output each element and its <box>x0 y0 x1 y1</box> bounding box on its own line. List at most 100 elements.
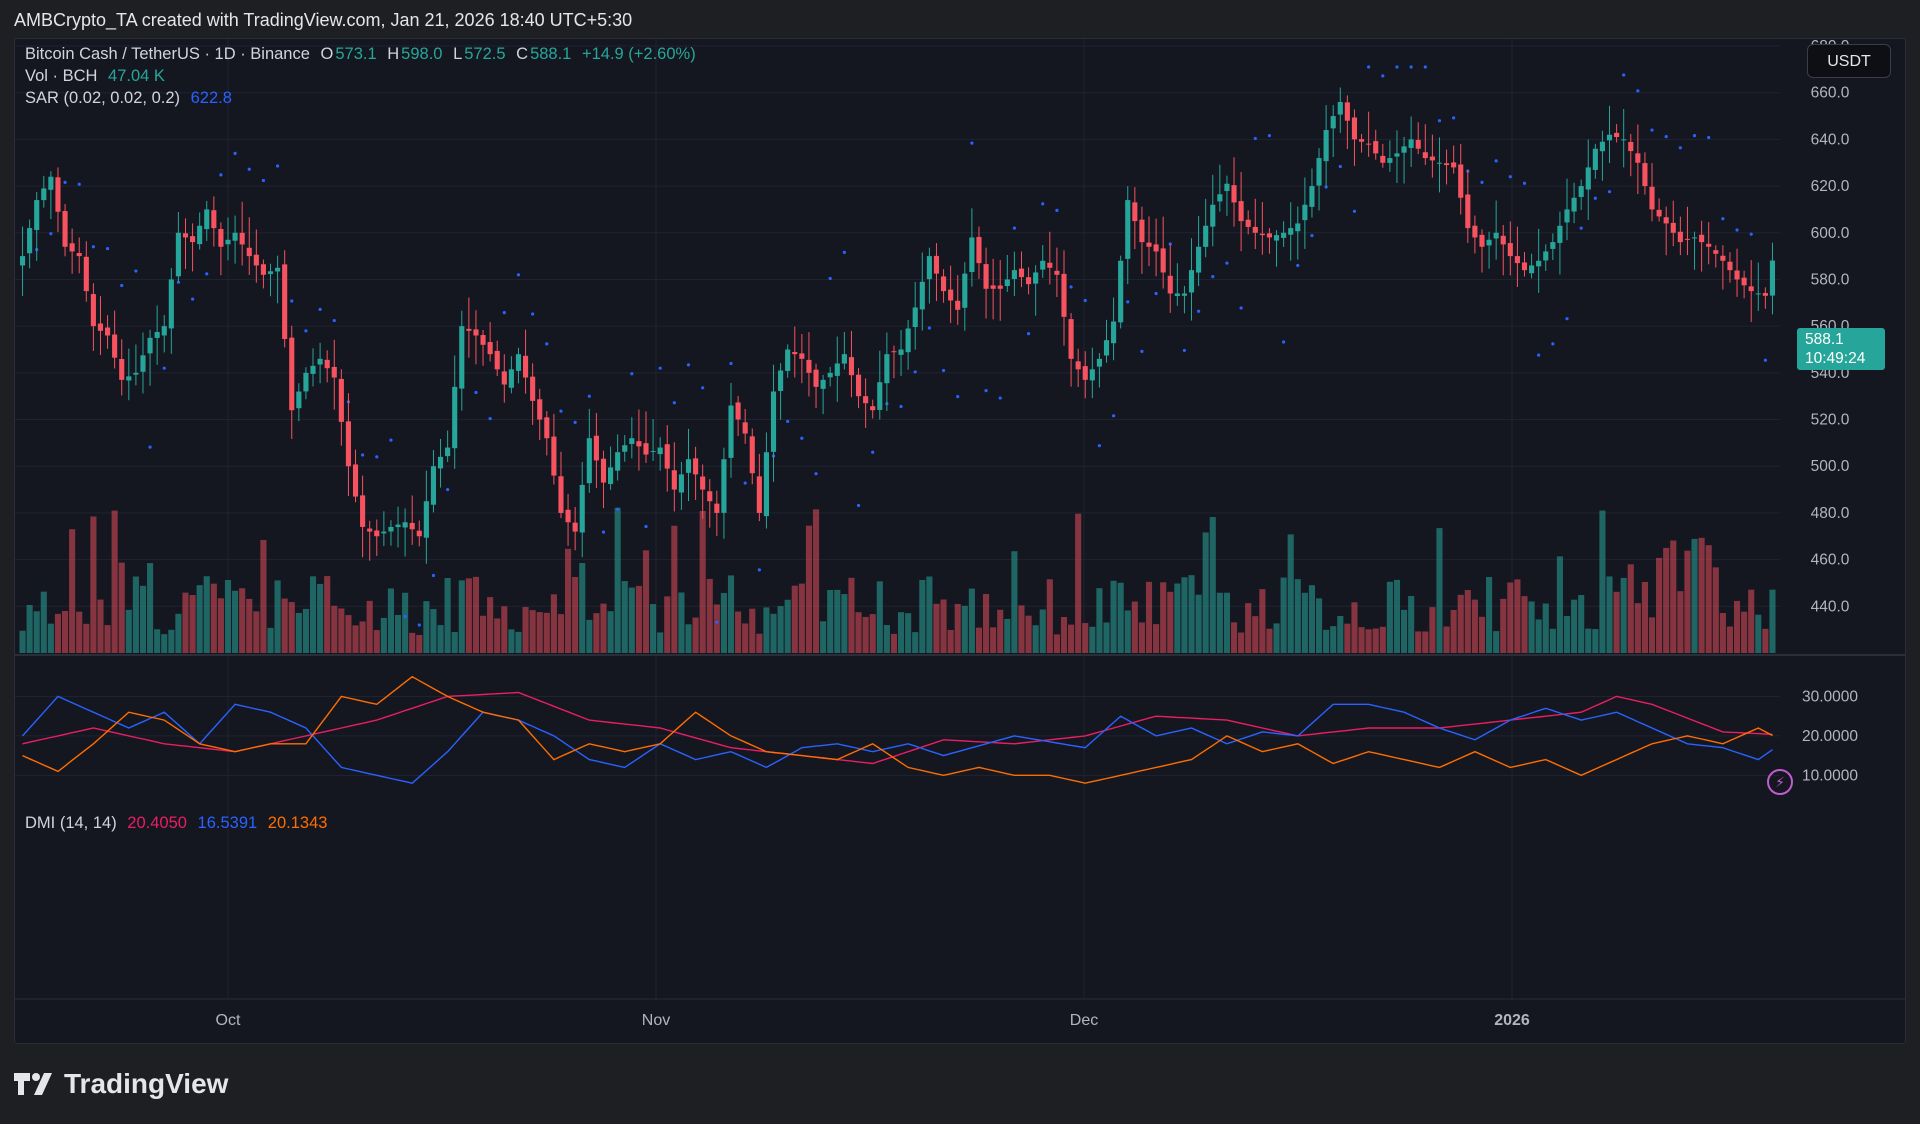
dmi-tick-label: 10.0000 <box>1802 767 1858 784</box>
volume-bar <box>338 608 345 653</box>
volume-bar <box>1372 628 1379 653</box>
sar-dot <box>658 366 662 370</box>
sar-dot <box>786 419 790 424</box>
candle-body <box>1614 132 1620 138</box>
candle-body <box>579 484 585 533</box>
sar-dot <box>701 386 705 390</box>
volume-bar <box>1769 589 1776 653</box>
candle-body <box>749 436 755 474</box>
volume-bar <box>253 611 260 653</box>
volume-bar <box>1018 605 1025 653</box>
sar-dot <box>261 178 266 183</box>
volume-bar <box>125 609 132 653</box>
candle-body <box>1571 197 1577 212</box>
candle-body <box>1713 250 1719 254</box>
volume-bar <box>997 609 1004 653</box>
candle-body <box>1217 194 1223 202</box>
volume-bar <box>210 583 217 653</box>
candle-body <box>182 233 189 238</box>
sar-dot <box>800 436 804 440</box>
sar-dot <box>899 404 903 409</box>
volume-bar <box>770 613 777 653</box>
volume-bar <box>1712 567 1719 653</box>
volume-bar <box>1209 517 1216 653</box>
candle-body <box>416 530 422 537</box>
volume-bar <box>232 590 239 653</box>
candle-body <box>317 358 323 365</box>
open-label: O <box>320 45 334 63</box>
candle-body <box>1529 265 1535 274</box>
dmi-legend[interactable]: DMI (14, 14) 20.4050 16.5391 20.1343 <box>25 814 327 833</box>
candle-body <box>530 376 536 401</box>
volume-bar <box>614 507 621 653</box>
volume-legend[interactable]: Vol · BCH 47.04 K <box>25 67 165 86</box>
volume-bar <box>579 562 586 653</box>
volume-bar <box>763 607 770 653</box>
candle-body <box>388 526 394 532</box>
volume-bar <box>203 576 210 653</box>
candle-body <box>1451 162 1457 168</box>
sar-dot <box>1565 317 1569 321</box>
volume-bar <box>565 548 572 653</box>
candlesticks <box>19 87 1776 564</box>
sar-dot <box>176 280 181 284</box>
last-price: 588.1 <box>1805 331 1844 348</box>
candle-body <box>863 396 869 404</box>
candle-body <box>1415 139 1421 149</box>
symbol-name[interactable]: Bitcoin Cash / TetherUS · 1D · Binance <box>25 45 310 63</box>
grid-lines <box>15 39 1905 1000</box>
sar-dot <box>1111 414 1116 418</box>
candle-body <box>1181 293 1187 296</box>
candle-body <box>1691 237 1698 239</box>
volume-bar <box>671 525 678 653</box>
candle-body <box>126 376 132 381</box>
volume-bar <box>76 611 83 653</box>
sar-legend[interactable]: SAR (0.02, 0.02, 0.2) 622.8 <box>25 89 232 108</box>
volume-bar <box>1068 624 1075 653</box>
candle-body <box>119 359 125 380</box>
candle-body <box>381 531 387 534</box>
candle-body <box>1635 153 1641 163</box>
candle-body <box>197 225 203 245</box>
candle-body <box>1337 102 1343 115</box>
candle-body <box>1054 270 1060 275</box>
candle-body <box>140 355 146 372</box>
sar-dot <box>77 182 81 186</box>
volume-bar <box>132 576 139 653</box>
volume-bar <box>1025 615 1032 653</box>
candle-body <box>437 456 444 469</box>
volume-bar <box>1301 592 1308 653</box>
volume-bar <box>260 539 267 653</box>
sar-dot <box>531 312 535 316</box>
currency-button[interactable]: USDT <box>1807 44 1891 78</box>
volume-bar <box>302 608 309 653</box>
dmi-label: DMI (14, 14) <box>25 814 117 832</box>
volume-bar <box>1060 617 1068 653</box>
price-tick-label: 660.0 <box>1811 85 1850 102</box>
volume-bar <box>1223 592 1230 653</box>
sar-value: 622.8 <box>190 89 232 107</box>
volume-bar <box>1656 557 1663 653</box>
volume-bar <box>628 587 635 653</box>
volume-bar <box>1606 576 1613 653</box>
candle-body <box>1677 231 1683 243</box>
candle-body <box>1408 139 1414 148</box>
volume-bar <box>1308 585 1316 653</box>
tradingview-logo[interactable]: TradingView <box>14 1068 228 1100</box>
candle-body <box>1642 163 1648 187</box>
volume-bar <box>1571 599 1578 653</box>
lightning-icon[interactable]: ⚡ <box>1767 769 1793 795</box>
chart-panel[interactable]: 440.0 460.0 480.0 500.0 520.0 540.0 560.0 580.0… <box>14 38 1906 1044</box>
volume-bar <box>196 585 203 653</box>
price-chart[interactable]: 440.0460.0480.0500.0520.0540.0560.0580.0… <box>15 39 1905 1043</box>
candle-body <box>1125 200 1131 259</box>
candle-body <box>1118 260 1124 323</box>
candle-body <box>76 253 82 257</box>
candle-body <box>154 331 160 338</box>
volume-bar <box>1627 564 1634 653</box>
candle-body <box>310 365 316 374</box>
candle-body <box>1507 243 1513 257</box>
candle-body <box>664 444 670 469</box>
volume-bar <box>90 516 97 653</box>
volume-bar <box>1429 607 1436 653</box>
